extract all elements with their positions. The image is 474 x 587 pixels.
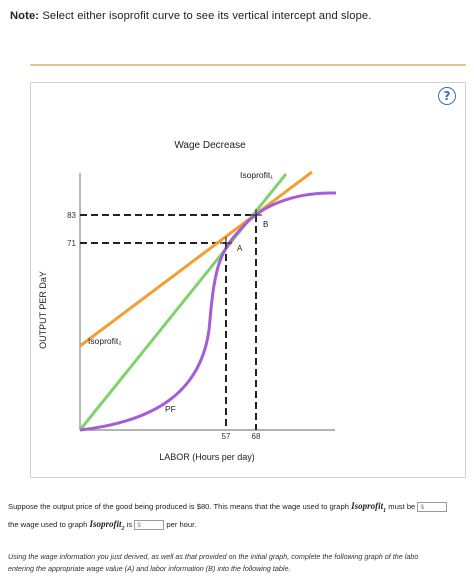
question-part-3: the wage used to graph [8, 519, 88, 529]
graph-panel [30, 82, 466, 478]
instructions-text: Using the wage information you just deri… [8, 551, 474, 575]
help-button[interactable]: ? [438, 87, 456, 105]
note-label: Note: [10, 10, 40, 22]
divider [30, 64, 466, 66]
isoprofit-1-term: Isoprofit1 [351, 501, 387, 514]
instructions-line-2: entering the appropriate wage value (A) … [8, 564, 291, 573]
question-part-1: Suppose the output price of the good bei… [8, 502, 349, 511]
wage-2-input[interactable]: $ [134, 519, 165, 530]
note-text: Note: Select either isoprofit curve to s… [10, 10, 371, 22]
note-body: Select either isoprofit curve to see its… [42, 10, 372, 22]
question-part-2: must be [388, 502, 416, 511]
question-part-5: per hour. [166, 519, 197, 529]
isoprofit-2-term: Isoprofit2 [89, 518, 125, 532]
question-part-4: is [126, 519, 133, 529]
question-text: Suppose the output price of the good bei… [8, 500, 474, 536]
instructions-line-1: Using the wage information you just deri… [8, 552, 419, 561]
wage-1-input[interactable]: $ [417, 502, 448, 512]
